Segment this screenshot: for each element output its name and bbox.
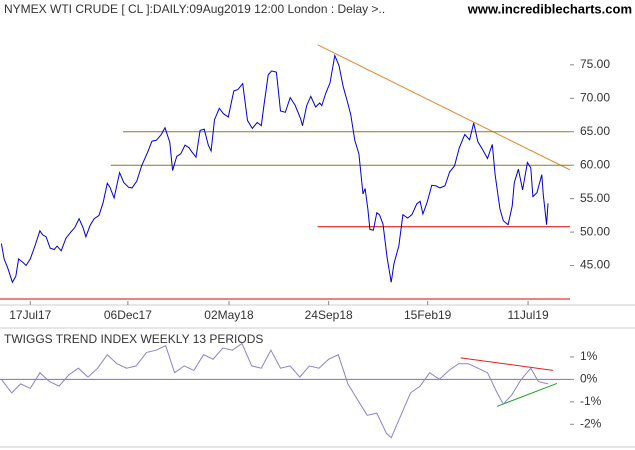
price-line	[1, 342, 549, 439]
x-tick-label: 17Jul17	[9, 308, 51, 322]
trend-line	[496, 382, 558, 407]
source: www.incrediblecharts.com	[467, 1, 632, 16]
y-tick-label: 60.00	[580, 157, 610, 171]
x-tick-label: 11Jul19	[507, 308, 548, 322]
indicator-title: TWIGGS TREND INDEX WEEKLY 13 PERIODS	[4, 332, 263, 346]
trend-line	[460, 357, 553, 371]
y-tick-label: 0%	[580, 372, 598, 386]
y-tick-label: 70.00	[580, 90, 610, 104]
y-tick-label: 50.00	[580, 224, 610, 238]
trend-line	[317, 44, 571, 171]
chart-title: NYMEX WTI CRUDE [ CL ]:DAILY:09Aug2019 1…	[4, 2, 385, 16]
y-tick-label: 75.00	[580, 57, 610, 71]
x-tick-label: 24Sep18	[305, 308, 353, 322]
y-tick-label: -1%	[580, 394, 602, 408]
x-tick-label: 15Feb19	[404, 308, 452, 322]
y-tick-label: 45.00	[580, 258, 610, 272]
x-tick-label: 02May18	[204, 308, 254, 322]
y-tick-label: -2%	[580, 416, 602, 430]
y-tick-label: 55.00	[580, 191, 610, 205]
y-tick-label: 1%	[580, 349, 598, 363]
y-tick-label: 65.00	[580, 124, 610, 138]
x-tick-label: 06Dec17	[104, 308, 152, 322]
price-line	[0, 53, 549, 284]
